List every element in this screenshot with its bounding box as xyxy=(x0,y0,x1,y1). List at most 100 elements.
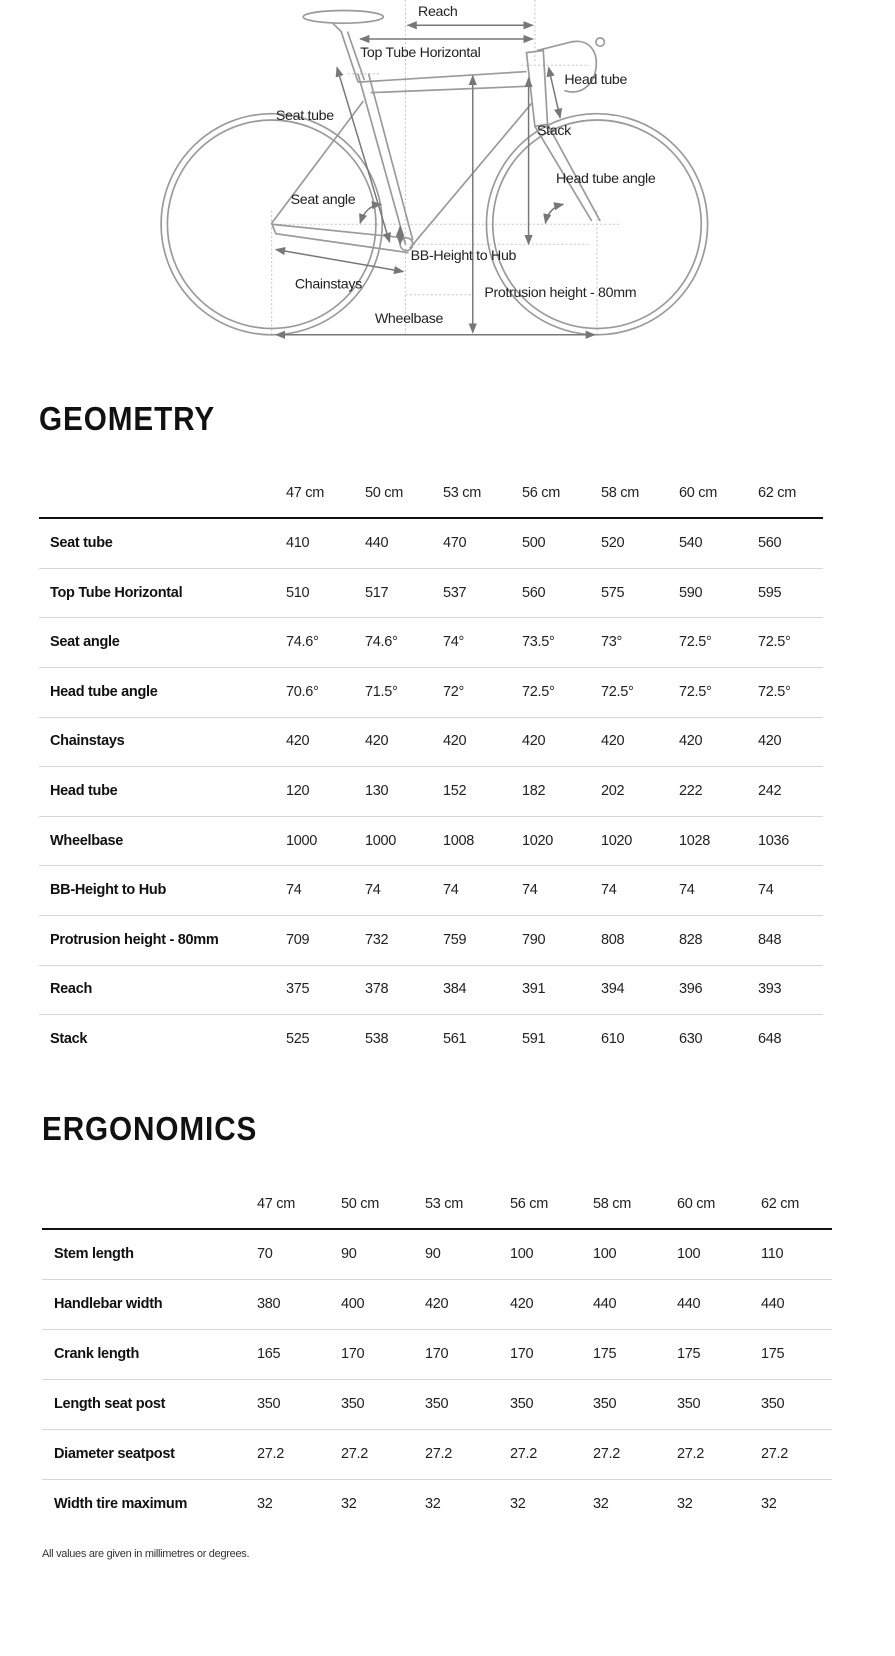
label-head-tube: Head tube xyxy=(564,72,627,88)
cell-value: 74 xyxy=(522,882,538,899)
cell-value: 350 xyxy=(510,1396,534,1412)
footnote: All values are given in millimetres or d… xyxy=(42,1548,250,1560)
cell-value: 350 xyxy=(761,1396,785,1412)
size-header: 53 cm xyxy=(443,485,481,501)
cell-value: 70 xyxy=(257,1246,273,1262)
cell-value: 165 xyxy=(257,1346,281,1362)
cell-value: 1020 xyxy=(522,832,554,849)
table-row: Top Tube Horizontal 510 517 537 560 575 590 595 xyxy=(0,583,895,603)
row-label: Stem length xyxy=(54,1246,134,1262)
cell-value: 394 xyxy=(601,981,625,998)
row-divider xyxy=(39,865,823,866)
header-divider xyxy=(39,517,823,519)
label-protrusion: Protrusion height - 80mm xyxy=(484,285,636,301)
cell-value: 759 xyxy=(443,931,467,948)
cell-value: 537 xyxy=(443,584,467,601)
cell-value: 630 xyxy=(679,1031,703,1047)
cell-value: 384 xyxy=(443,981,467,998)
table-row: Stack 525 538 561 591 610 630 648 xyxy=(0,1029,895,1049)
cell-value: 100 xyxy=(510,1246,534,1262)
label-wheelbase: Wheelbase xyxy=(375,311,444,327)
cell-value: 648 xyxy=(758,1031,782,1047)
cell-value: 27.2 xyxy=(257,1446,285,1462)
cell-value: 170 xyxy=(510,1346,534,1362)
row-label: Head tube xyxy=(50,783,118,799)
cell-value: 32 xyxy=(341,1496,357,1512)
header-divider xyxy=(42,1228,832,1230)
label-bb-height: BB-Height to Hub xyxy=(411,248,517,264)
row-divider xyxy=(42,1429,832,1430)
table-row: Seat angle 74.6° 74.6° 74° 73.5° 73° 72.5° 72.5… xyxy=(0,632,895,652)
size-header: 47 cm xyxy=(257,1196,295,1212)
label-head-tube-angle: Head tube angle xyxy=(556,171,656,187)
cell-value: 350 xyxy=(677,1396,701,1412)
row-label: Head tube angle xyxy=(50,683,158,700)
cell-value: 420 xyxy=(758,733,782,750)
cell-value: 790 xyxy=(522,931,546,948)
size-header-row: 47 cm 50 cm 53 cm 56 cm 58 cm 60 cm 62 cm xyxy=(0,1194,895,1214)
cell-value: 32 xyxy=(677,1496,693,1512)
cell-value: 540 xyxy=(679,535,703,551)
cell-value: 73° xyxy=(601,634,623,651)
cell-value: 732 xyxy=(365,931,389,948)
size-header: 50 cm xyxy=(341,1196,379,1212)
cell-value: 610 xyxy=(601,1031,625,1047)
row-divider xyxy=(42,1329,832,1330)
size-header-row: 47 cm 50 cm 53 cm 56 cm 58 cm 60 cm 62 cm xyxy=(0,483,895,503)
cell-value: 1000 xyxy=(365,832,397,849)
cell-value: 1020 xyxy=(601,832,633,849)
cell-value: 410 xyxy=(286,535,310,551)
cell-value: 175 xyxy=(593,1346,617,1362)
cell-value: 520 xyxy=(601,535,625,551)
cell-value: 74° xyxy=(443,634,465,651)
row-label: Top Tube Horizontal xyxy=(50,584,183,601)
cell-value: 393 xyxy=(758,981,782,998)
cell-value: 590 xyxy=(679,584,703,601)
table-row: Handlebar width 380 400 420 420 440 440 440 xyxy=(0,1294,895,1314)
cell-value: 130 xyxy=(365,783,389,799)
row-divider xyxy=(39,568,823,569)
cell-value: 72.5° xyxy=(679,683,712,700)
label-seat-tube: Seat tube xyxy=(276,108,334,124)
row-divider xyxy=(39,915,823,916)
cell-value: 350 xyxy=(425,1396,449,1412)
cell-value: 27.2 xyxy=(593,1446,621,1462)
cell-value: 72° xyxy=(443,683,465,700)
cell-value: 100 xyxy=(677,1246,701,1262)
size-header: 56 cm xyxy=(522,485,560,501)
cell-value: 120 xyxy=(286,783,310,799)
cell-value: 440 xyxy=(593,1296,617,1312)
cell-value: 440 xyxy=(677,1296,701,1312)
cell-value: 378 xyxy=(365,981,389,998)
size-header: 56 cm xyxy=(510,1196,548,1212)
table-row: Head tube 120 130 152 182 202 222 242 xyxy=(0,781,895,801)
cell-value: 420 xyxy=(365,733,389,750)
cell-value: 74 xyxy=(679,882,695,899)
size-header: 58 cm xyxy=(601,485,639,501)
cell-value: 32 xyxy=(425,1496,441,1512)
row-label: Diameter seatpost xyxy=(54,1446,175,1462)
cell-value: 420 xyxy=(286,733,310,750)
cell-value: 396 xyxy=(679,981,703,998)
cell-value: 74 xyxy=(601,882,617,899)
table-row: Wheelbase 1000 1000 1008 1020 1020 1028 1036 xyxy=(0,831,895,851)
cell-value: 828 xyxy=(679,931,703,948)
size-header: 58 cm xyxy=(593,1196,631,1212)
cell-value: 375 xyxy=(286,981,310,998)
cell-value: 808 xyxy=(601,931,625,948)
cell-value: 152 xyxy=(443,783,467,799)
cell-value: 222 xyxy=(679,783,703,799)
row-label: Stack xyxy=(50,1031,88,1047)
cell-value: 470 xyxy=(443,535,467,551)
cell-value: 32 xyxy=(761,1496,777,1512)
cell-value: 72.5° xyxy=(522,683,555,700)
row-label: Handlebar width xyxy=(54,1296,163,1312)
cell-value: 90 xyxy=(425,1246,441,1262)
cell-value: 72.5° xyxy=(679,634,712,651)
label-seat-angle: Seat angle xyxy=(291,192,356,208)
cell-value: 440 xyxy=(365,535,389,551)
cell-value: 73.5° xyxy=(522,634,555,651)
cell-value: 1036 xyxy=(758,832,790,849)
cell-value: 32 xyxy=(593,1496,609,1512)
cell-value: 170 xyxy=(341,1346,365,1362)
